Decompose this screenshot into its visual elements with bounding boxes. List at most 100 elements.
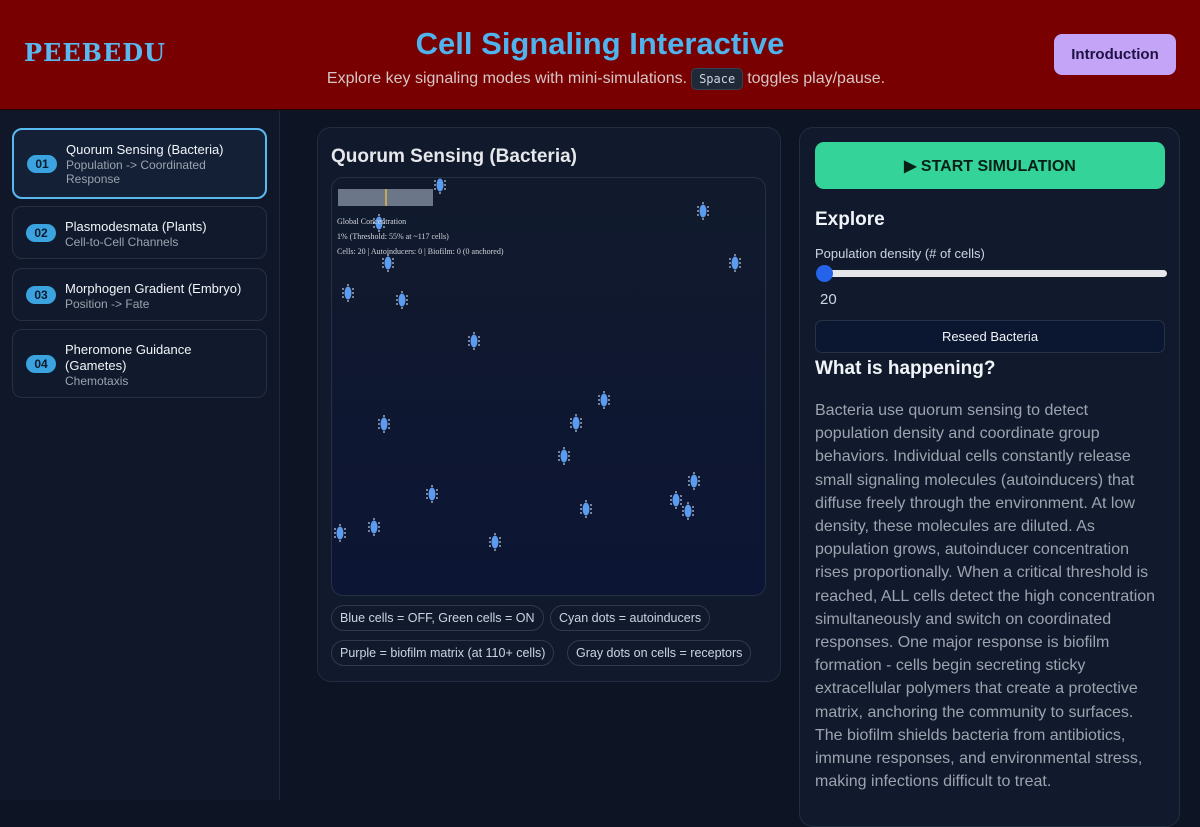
receptor	[378, 530, 380, 532]
nav-title: Morphogen Gradient (Embryo)	[65, 281, 242, 296]
cell-body	[380, 417, 388, 431]
receptor	[499, 537, 501, 539]
cell-body	[375, 216, 383, 230]
nav-title: Pheromone Guidance (Gametes)	[65, 342, 192, 373]
receptor	[739, 258, 741, 260]
receptor	[729, 262, 731, 264]
receptor	[729, 258, 731, 260]
nav-number: 03	[26, 285, 56, 304]
nav-item[interactable]: 02 Plasmodesmata (Plants) Cell-to-Cell Cha…	[12, 206, 267, 259]
receptor	[590, 504, 592, 506]
receptor	[489, 537, 491, 539]
cell-body	[672, 493, 680, 507]
receptor	[563, 463, 565, 465]
receptor	[692, 514, 694, 516]
slider-thumb[interactable]	[816, 265, 833, 282]
header: PEEBEDU Cell Signaling Interactive Explo…	[0, 0, 1200, 110]
bacterium	[688, 472, 700, 490]
overlay-line: Global Concentration	[337, 217, 407, 226]
start-button[interactable]: ▶ START SIMULATION	[815, 142, 1165, 189]
receptor	[598, 399, 600, 401]
nav-text: Morphogen Gradient (Embryo) Position -> F…	[65, 281, 255, 311]
receptor	[473, 332, 475, 334]
receptor	[439, 192, 441, 194]
cell-body	[491, 535, 499, 549]
receptor	[347, 284, 349, 286]
nav-item[interactable]: 01 Quorum Sensing (Bacteria) Population ->…	[12, 128, 267, 199]
nav-title: Plasmodesmata (Plants)	[65, 219, 207, 234]
reseed-button[interactable]: Reseed Bacteria	[815, 320, 1165, 353]
receptor	[388, 427, 390, 429]
subtitle: Explore key signaling modes with mini-si…	[0, 68, 1200, 90]
receptor	[436, 489, 438, 491]
receptor	[499, 541, 501, 543]
receptor	[692, 510, 694, 512]
nav-subtitle: Cell-to-Cell Channels	[65, 235, 179, 249]
receptor	[373, 518, 375, 520]
receptor	[692, 506, 694, 508]
cell-body	[428, 487, 436, 501]
nav-item[interactable]: 04 Pheromone Guidance (Gametes) Chemotaxis	[12, 329, 267, 398]
receptor	[378, 526, 380, 528]
bacterium	[368, 518, 380, 536]
receptor	[693, 488, 695, 490]
receptor	[687, 502, 689, 504]
receptor	[342, 288, 344, 290]
legend-chip: Gray dots on cells = receptors	[567, 640, 752, 666]
bacterium	[342, 284, 354, 302]
logo[interactable]: PEEBEDU	[24, 38, 166, 67]
receptor	[406, 303, 408, 305]
receptor	[396, 303, 398, 305]
cell-body	[690, 474, 698, 488]
receptor	[396, 295, 398, 297]
receptor	[682, 510, 684, 512]
bacterium	[670, 491, 682, 509]
receptor	[352, 296, 354, 298]
simulation-canvas[interactable]: Global Concentration 1% (Threshold: 55% a…	[331, 177, 766, 596]
receptor	[585, 516, 587, 518]
receptor	[568, 455, 570, 457]
receptor	[707, 210, 709, 212]
receptor	[489, 541, 491, 543]
bacterium	[598, 391, 610, 409]
bacterium	[489, 533, 501, 551]
bacterium	[396, 291, 408, 309]
receptor	[608, 395, 610, 397]
receptor	[387, 270, 389, 272]
nav-item[interactable]: 03 Morphogen Gradient (Embryo) Position ->…	[12, 268, 267, 321]
intro-button[interactable]: Introduction	[1054, 34, 1176, 75]
bacterium	[682, 502, 694, 520]
receptor	[568, 459, 570, 461]
bacterium	[580, 500, 592, 518]
receptor	[373, 222, 375, 224]
nav-number: 04	[26, 354, 56, 373]
receptor	[426, 497, 428, 499]
receptor	[352, 292, 354, 294]
receptor	[570, 418, 572, 420]
receptor	[347, 300, 349, 302]
receptor	[734, 270, 736, 272]
slider-track[interactable]	[818, 270, 1167, 277]
receptor	[368, 530, 370, 532]
receptor	[344, 536, 346, 538]
receptor	[702, 218, 704, 220]
receptor	[382, 262, 384, 264]
receptor	[431, 485, 433, 487]
receptor	[426, 489, 428, 491]
receptor	[698, 484, 700, 486]
receptor	[383, 431, 385, 433]
receptor	[682, 514, 684, 516]
cell-body	[344, 286, 352, 300]
cell-body	[470, 334, 478, 348]
nav-subtitle: Position -> Fate	[65, 297, 150, 311]
cell-body	[436, 178, 444, 192]
receptor	[707, 214, 709, 216]
receptor	[339, 524, 341, 526]
receptor	[401, 307, 403, 309]
receptor	[580, 512, 582, 514]
receptor	[729, 266, 731, 268]
receptor	[373, 218, 375, 220]
legend-chip: Blue cells = OFF, Green cells = ON	[331, 605, 544, 631]
receptor	[342, 292, 344, 294]
receptor	[707, 206, 709, 208]
